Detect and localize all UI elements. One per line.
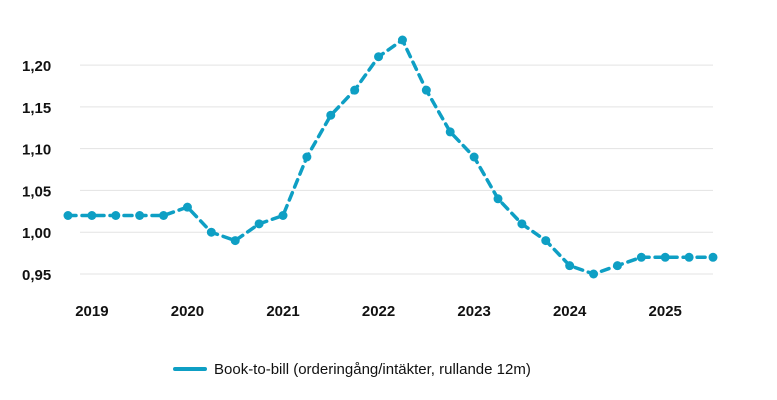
series-line	[66, 38, 715, 276]
data-point	[660, 252, 670, 262]
data-point	[302, 152, 312, 162]
x-tick-label: 2021	[266, 303, 299, 320]
series-layer	[63, 35, 718, 279]
data-point	[469, 152, 479, 162]
data-point	[159, 211, 169, 220]
x-tick-label: 2025	[649, 303, 682, 320]
y-tick-label: 1,00	[22, 225, 51, 242]
legend: Book-to-bill (orderingång/intäkter, rull…	[173, 361, 531, 378]
data-point	[135, 211, 145, 220]
data-point	[206, 227, 216, 237]
y-tick-label: 1,10	[22, 142, 51, 159]
y-tick-label: 1,15	[22, 100, 51, 117]
gridlines	[80, 64, 713, 275]
data-point	[326, 110, 336, 120]
x-axis-ticks: 2019 2020 2021 2022 2023 2024 2025	[75, 303, 682, 320]
x-tick-label: 2019	[75, 303, 108, 320]
y-tick-label: 1,20	[22, 58, 51, 75]
x-tick-label: 2022	[362, 303, 395, 320]
data-point	[517, 219, 527, 229]
data-point	[374, 52, 384, 62]
x-tick-label: 2020	[171, 303, 204, 320]
data-point	[230, 236, 240, 246]
data-point	[397, 35, 407, 45]
data-point	[589, 269, 599, 279]
data-point	[254, 219, 264, 229]
y-axis-ticks: 0,95 1,00 1,05 1,10 1,15 1,20	[22, 58, 51, 284]
data-point	[350, 85, 360, 95]
data-point	[493, 194, 503, 204]
x-tick-label: 2023	[457, 303, 490, 320]
legend-label: Book-to-bill (orderingång/intäkter, rull…	[214, 361, 531, 378]
data-point	[87, 211, 97, 220]
x-tick-label: 2024	[553, 303, 587, 320]
y-tick-label: 1,05	[22, 183, 51, 200]
data-point	[565, 261, 575, 271]
y-tick-label: 0,95	[22, 267, 51, 284]
data-point	[182, 202, 192, 212]
data-point	[684, 252, 694, 262]
data-point	[278, 211, 288, 220]
data-point	[421, 85, 431, 95]
data-point	[708, 252, 718, 262]
data-point	[636, 252, 646, 262]
data-point	[445, 127, 455, 137]
data-point	[63, 211, 73, 220]
data-point	[612, 261, 622, 271]
data-point	[541, 236, 551, 246]
data-point	[111, 211, 121, 220]
